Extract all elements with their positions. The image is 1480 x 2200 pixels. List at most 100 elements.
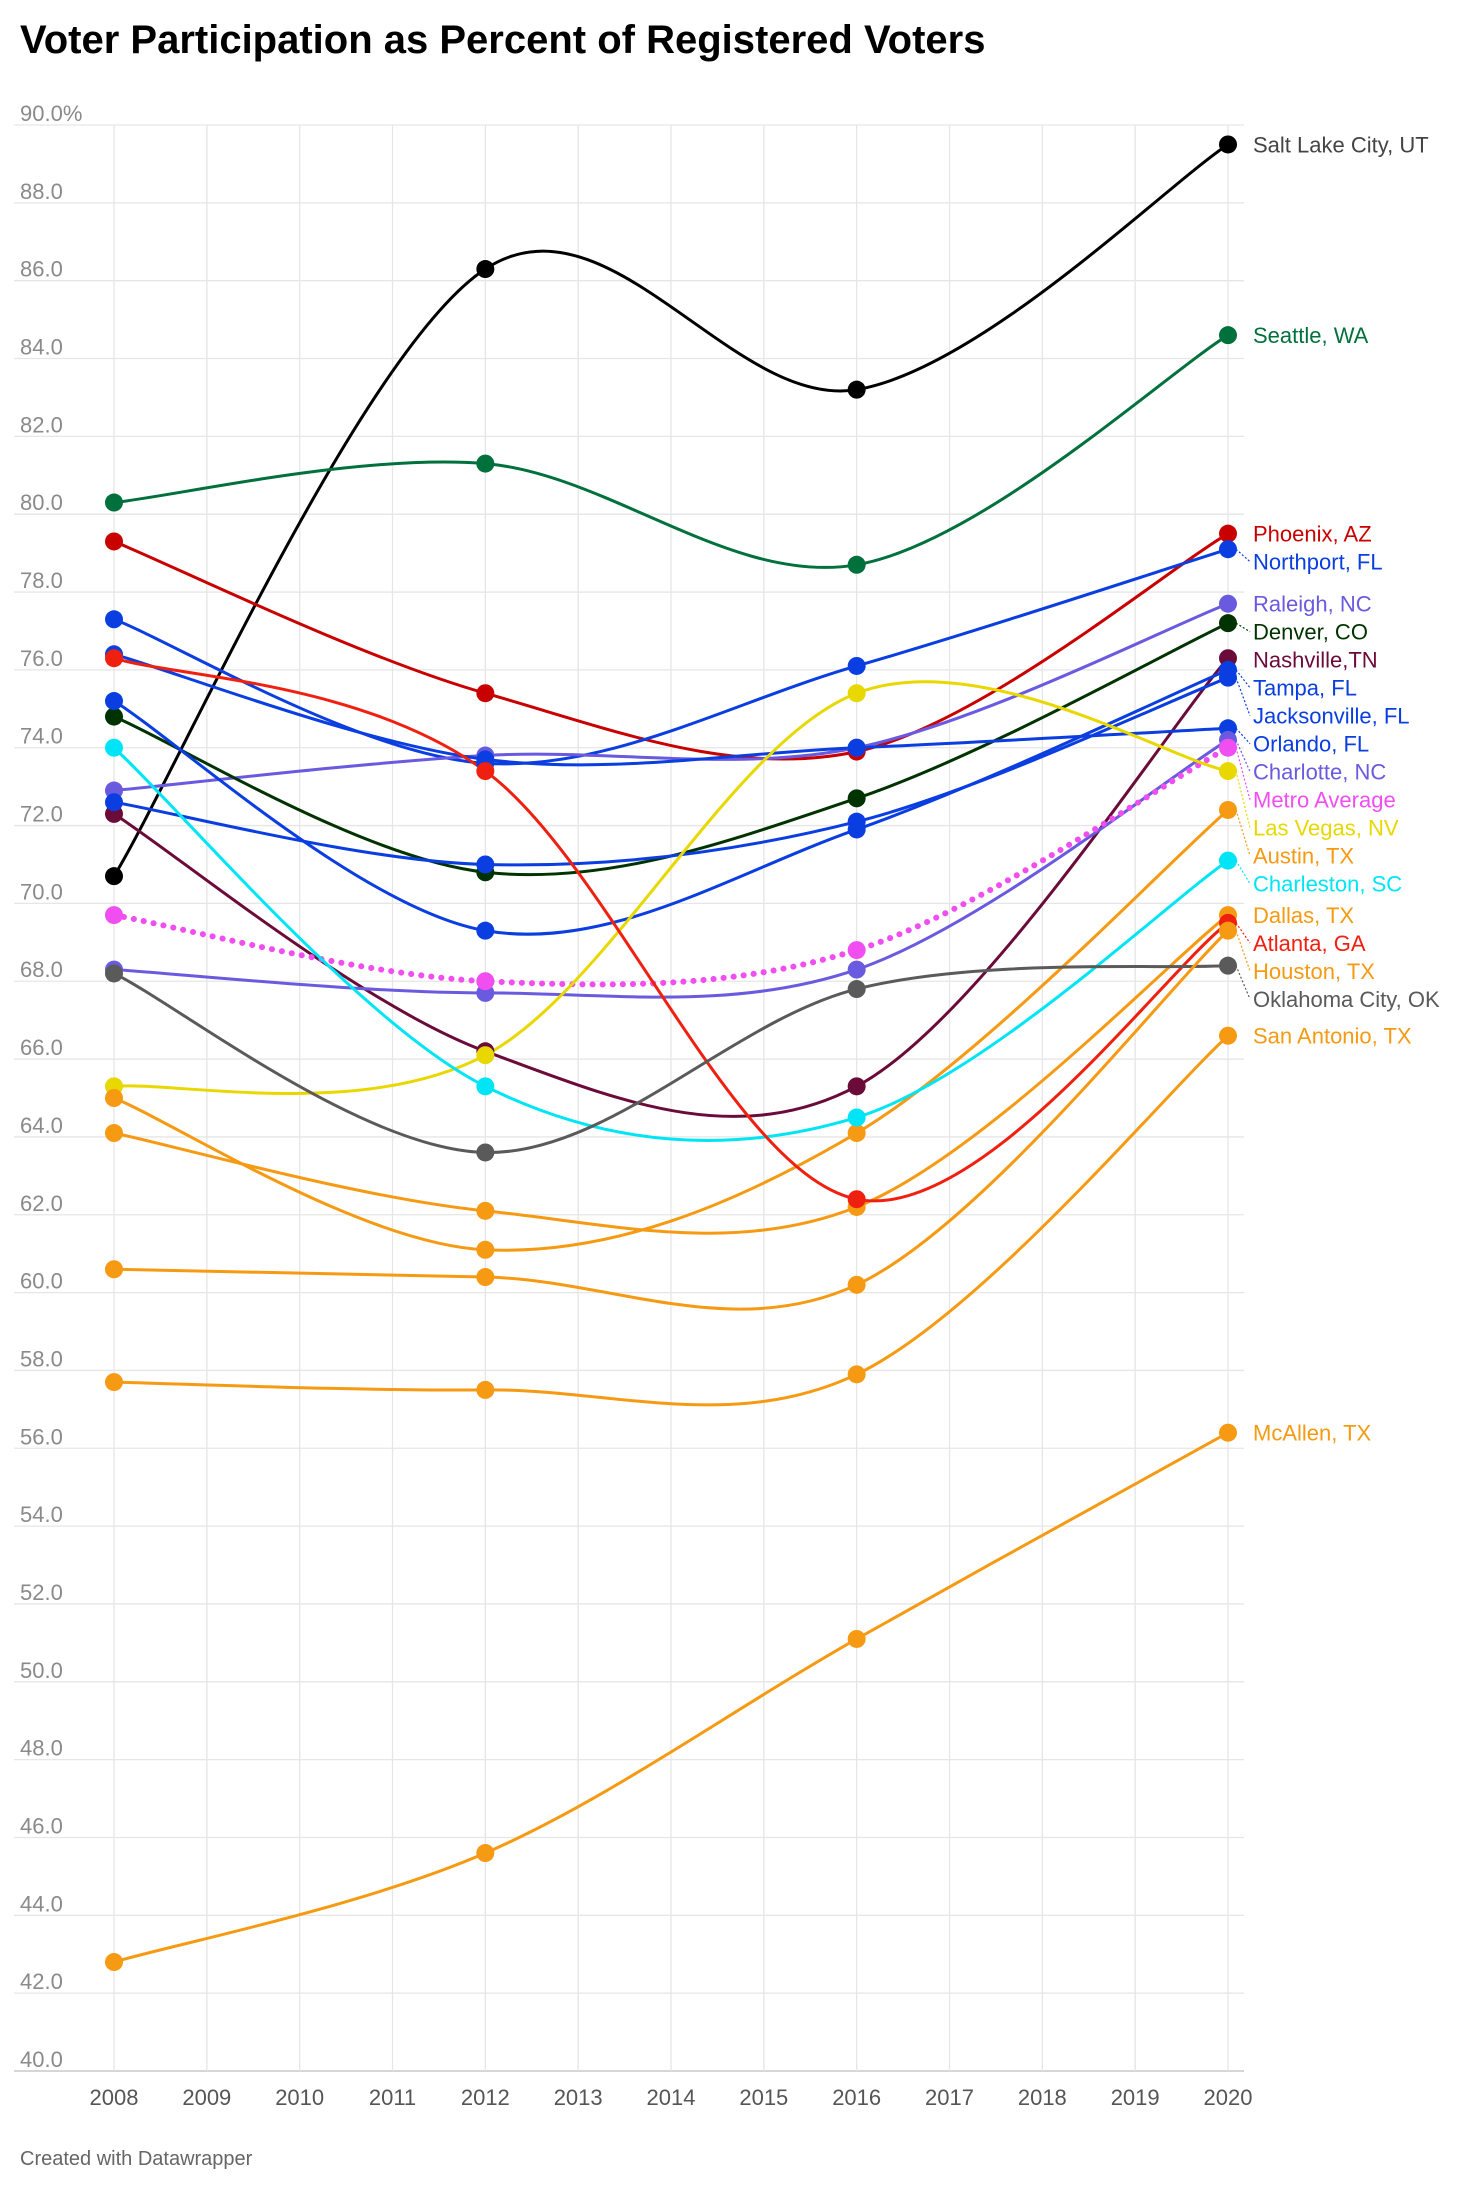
data-point-jacksonville-fl [476,855,495,874]
data-point-northport-fl [1219,540,1237,559]
data-point-jacksonville-fl [1219,668,1237,687]
data-point-oklahoma-city-ok [476,1143,495,1162]
label-leader [1235,622,1251,633]
data-point-mcallen-tx [105,1953,123,1972]
data-point-tampa-fl [476,921,495,940]
data-point-las-vegas-nv [476,1046,495,1065]
series-label-austin-tx: Austin, TX [1253,844,1354,869]
data-point-austin-tx [476,1240,495,1259]
series-points [105,135,1237,1972]
data-point-oklahoma-city-ok [847,980,866,999]
x-tick-label: 2015 [739,2085,788,2110]
y-tick-label: 74.0 [20,724,63,749]
data-point-metro-average [1219,738,1237,757]
y-tick-label: 56.0 [20,1424,63,1449]
data-point-charleston-sc [105,738,123,757]
data-point-atlanta-ga [476,762,495,781]
y-tick-label: 80.0 [20,490,63,515]
series-labels: Salt Lake City, UT Seattle, WA Phoenix, AZ… [1235,132,1440,1446]
data-point-austin-tx [847,1124,866,1143]
x-tick-label: 2014 [647,2085,696,2110]
y-tick-label: 78.0 [20,568,63,593]
y-tick-label: 66.0 [20,1035,63,1060]
series-line-tampa-fl [112,668,1230,936]
series-label-phoenix-az: Phoenix, AZ [1253,522,1372,547]
label-leader [1235,747,1251,800]
data-point-las-vegas-nv [1219,762,1237,781]
data-point-houston-tx [476,1268,495,1287]
y-tick-label: 50.0 [20,1658,63,1683]
data-point-phoenix-az [1219,524,1237,543]
x-tick-label: 2018 [1018,2085,1067,2110]
series-line-dallas-tx [112,913,1230,1235]
data-point-seattle-wa [476,454,495,473]
data-point-jacksonville-fl [847,812,866,831]
series-line-austin-tx [112,808,1230,1252]
series-line-oklahoma-city-ok [112,964,1230,1154]
series-label-denver-co: Denver, CO [1253,620,1368,645]
y-tick-label: 88.0 [20,179,63,204]
y-tick-label: 58.0 [20,1346,63,1371]
data-point-metro-average [847,941,866,960]
data-point-mcallen-tx [476,1844,495,1863]
data-point-salt-lake-city-ut [847,380,866,399]
data-point-raleigh-nc [1219,594,1237,613]
footer-credit: Created with Datawrapper [20,2148,253,2170]
series-label-raleigh-nc: Raleigh, NC [1253,592,1372,617]
data-point-charleston-sc [847,1108,866,1127]
series-label-charleston-sc: Charleston, SC [1253,872,1402,897]
series-label-oklahoma-city-ok: Oklahoma City, OK [1253,987,1440,1012]
series-label-metro-average: Metro Average [1253,788,1396,813]
data-point-las-vegas-nv [847,684,866,703]
data-point-charlotte-nc [847,960,866,979]
y-tick-label: 72.0 [20,802,63,827]
series-label-nashville-tn: Nashville,TN [1253,648,1378,673]
data-point-san-antonio-tx [847,1365,866,1384]
y-tick-label: 84.0 [20,335,63,360]
label-leader [1235,965,1251,1000]
series-label-jacksonville-fl: Jacksonville, FL [1253,704,1410,729]
x-tick-label: 2012 [461,2085,510,2110]
data-point-oklahoma-city-ok [1219,956,1237,975]
y-tick-label: 48.0 [20,1736,63,1761]
label-leader [1235,770,1251,828]
series-label-charlotte-nc: Charlotte, NC [1253,760,1386,785]
y-tick-label: 82.0 [20,412,63,437]
y-tick-label: 64.0 [20,1113,63,1138]
series-label-las-vegas-nv: Las Vegas, NV [1253,816,1399,841]
chart-title: Voter Participation as Percent of Regist… [20,18,986,62]
series-line-nashville-tn [112,656,1230,1118]
data-point-denver-co [105,707,123,726]
x-tick-label: 2019 [1111,2085,1160,2110]
label-leader [1235,930,1251,972]
data-point-austin-tx [1219,800,1237,819]
data-point-orlando-fl [847,738,866,757]
series-lines [111,142,1231,1964]
x-tick-label: 2013 [554,2085,603,2110]
y-tick-label: 62.0 [20,1191,63,1216]
series-label-san-antonio-tx: San Antonio, TX [1253,1024,1412,1049]
y-tick-label: 68.0 [20,957,63,982]
data-point-oklahoma-city-ok [105,964,123,983]
series-label-salt-lake-city-ut: Salt Lake City, UT [1253,132,1429,157]
data-point-metro-average [476,972,495,991]
series-line-san-antonio-tx [112,1034,1230,1407]
y-tick-label: 90.0% [20,101,82,126]
data-point-seattle-wa [847,555,866,574]
y-tick-label: 76.0 [20,646,63,671]
series-line-houston-tx [112,929,1230,1311]
x-tick-label: 2010 [275,2085,324,2110]
series-line-atlanta-ga [112,656,1230,1203]
series-label-seattle-wa: Seattle, WA [1253,323,1369,348]
y-tick-label: 46.0 [20,1813,63,1838]
data-point-houston-tx [1219,921,1237,940]
x-tick-label: 2017 [925,2085,974,2110]
series-line-jacksonville-fl [112,676,1230,867]
data-point-mcallen-tx [1219,1423,1237,1442]
data-point-denver-co [847,789,866,808]
series-line-charlotte-nc [112,738,1230,999]
label-leader [1235,669,1251,689]
series-line-charleston-sc [112,746,1230,1142]
data-point-san-antonio-tx [476,1380,495,1399]
series-label-northport-fl: Northport, FL [1253,550,1383,575]
